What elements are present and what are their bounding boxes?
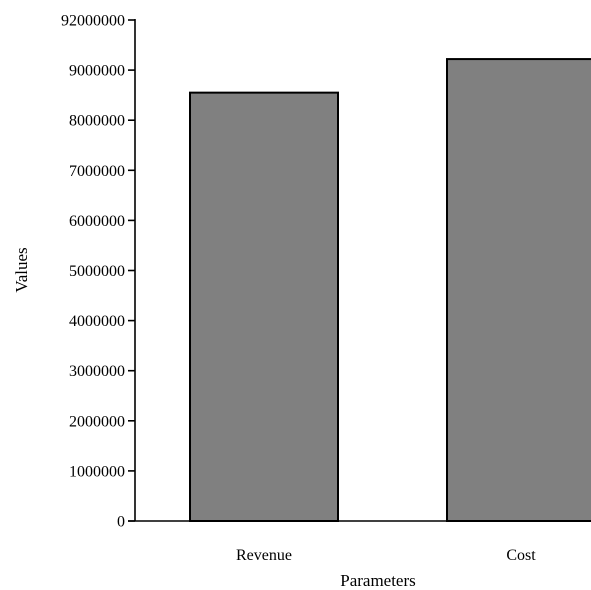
y-tick-label: 9000000 bbox=[69, 63, 125, 80]
x-tick-label: Cost bbox=[506, 547, 536, 564]
y-axis-title: Values bbox=[12, 247, 31, 292]
y-tick-label: 0 bbox=[117, 514, 125, 531]
bar-cost bbox=[446, 58, 591, 522]
y-tick-label: 1000000 bbox=[69, 463, 125, 480]
y-tick-label: 2000000 bbox=[69, 413, 125, 430]
y-tick-label: 6000000 bbox=[69, 213, 125, 230]
x-tick-label: Revenue bbox=[236, 547, 292, 564]
bars bbox=[189, 58, 591, 523]
y-tick-label: 5000000 bbox=[69, 263, 125, 280]
y-tick-label: 7000000 bbox=[69, 163, 125, 180]
y-tick-label: 3000000 bbox=[69, 363, 125, 380]
y-tick-label: 92000000 bbox=[61, 13, 125, 30]
y-axis-ticks: 0 1000000 2000000 3000000 4000000 5000000 6000… bbox=[61, 13, 135, 531]
x-axis-title: Parameters bbox=[340, 571, 416, 590]
bar-revenue bbox=[189, 91, 339, 523]
y-tick-label: 4000000 bbox=[69, 313, 125, 330]
x-axis-ticks: Revenue Cost bbox=[236, 547, 536, 564]
y-tick-label: 8000000 bbox=[69, 113, 125, 130]
